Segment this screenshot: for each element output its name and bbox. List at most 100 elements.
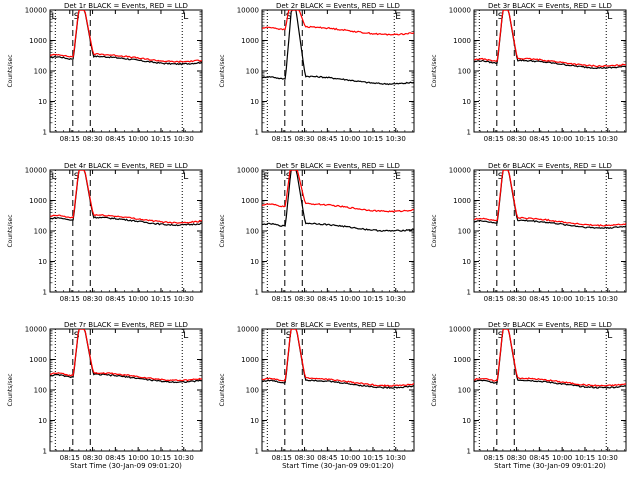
y-tick-label: 1 [255, 289, 259, 297]
x-tick-label: 10:00 [128, 135, 148, 143]
x-tick-label: 08:30 [294, 454, 314, 462]
marker-s-label: S [286, 331, 292, 341]
y-tick-label: 10 [250, 417, 259, 425]
series-line-lld [262, 10, 414, 36]
x-tick-label: 08:30 [506, 295, 526, 303]
y-tick-label: 10000 [449, 167, 471, 175]
x-tick-label: 08:45 [317, 135, 337, 143]
x-tick-label: 10:15 [575, 454, 595, 462]
marker-s-label: S [498, 331, 504, 341]
y-tick-label: 10 [250, 98, 259, 106]
chart-title: Det 3r BLACK = Events, RED = LLD [488, 2, 612, 10]
x-tick-label: 10:00 [128, 295, 148, 303]
y-tick-label: 10000 [237, 326, 259, 334]
y-axis-label: Counts/sec [7, 373, 14, 406]
x-tick-label: 10:30 [598, 135, 618, 143]
series-line-lld [474, 329, 626, 387]
y-tick-label: 10000 [237, 167, 259, 175]
x-tick-label: 08:15 [60, 454, 80, 462]
y-tick-label: 10 [462, 258, 471, 266]
y-tick-label: 1000 [29, 356, 47, 364]
y-axis-label: Counts/sec [431, 214, 438, 247]
x-tick-label: 08:45 [105, 295, 125, 303]
chart-panel: Det 8r BLACK = Events, RED = LLD Counts/s… [219, 321, 415, 470]
y-tick-label: 1000 [453, 197, 471, 205]
x-tick-label: 10:30 [174, 454, 194, 462]
marker-left-label: L [52, 12, 57, 22]
y-tick-label: 1 [467, 129, 471, 137]
chart-panel: Det 2r BLACK = Events, RED = LLD Counts/s… [219, 2, 415, 143]
series-line-lld [50, 170, 202, 224]
x-tick-label: 10:15 [363, 454, 383, 462]
x-tick-label: 08:15 [60, 295, 80, 303]
x-tick-label: 08:15 [272, 454, 292, 462]
x-tick-label: 08:30 [294, 135, 314, 143]
chart-title: Det 8r BLACK = Events, RED = LLD [276, 321, 400, 329]
y-tick-label: 10 [38, 258, 47, 266]
y-tick-label: 10000 [25, 7, 47, 15]
x-tick-label: 10:30 [174, 135, 194, 143]
x-tick-label: 10:15 [151, 454, 171, 462]
chart-panel: Det 5r BLACK = Events, RED = LLD Counts/s… [219, 162, 415, 303]
y-axis-label: Counts/sec [7, 214, 14, 247]
marker-left-label: E [264, 172, 270, 182]
y-tick-label: 100 [246, 387, 259, 395]
y-tick-label: 1 [43, 129, 47, 137]
y-axis-label: Counts/sec [431, 373, 438, 406]
y-tick-label: 10000 [449, 7, 471, 15]
y-tick-label: 1 [255, 448, 259, 456]
y-tick-label: 1000 [241, 37, 259, 45]
series-line-lld [262, 329, 414, 388]
series-line-events [262, 10, 414, 86]
y-axis-label: Counts/sec [7, 54, 14, 87]
x-tick-label: 08:45 [105, 454, 125, 462]
x-tick-label: 08:30 [82, 454, 102, 462]
y-tick-label: 10000 [237, 7, 259, 15]
y-tick-label: 10000 [25, 167, 47, 175]
marker-right-label: L [183, 12, 188, 22]
x-tick-label: 10:00 [552, 135, 572, 143]
y-tick-label: 1 [467, 289, 471, 297]
x-tick-label: 10:30 [598, 454, 618, 462]
x-tick-label: 08:45 [529, 454, 549, 462]
x-tick-label: 08:15 [484, 135, 504, 143]
marker-right-label: E [395, 172, 401, 182]
y-tick-label: 10 [462, 98, 471, 106]
chart-panel: Det 4r BLACK = Events, RED = LLD Counts/s… [7, 162, 203, 303]
x-tick-label: 10:15 [151, 295, 171, 303]
marker-right-label: L [607, 172, 612, 182]
y-tick-label: 100 [246, 228, 259, 236]
x-tick-label: 10:00 [340, 295, 360, 303]
x-tick-label: 10:30 [386, 295, 406, 303]
y-tick-label: 1000 [453, 37, 471, 45]
x-tick-label: 10:15 [363, 135, 383, 143]
y-axis-label: Counts/sec [431, 54, 438, 87]
x-axis-label: Start Time (30-Jan-09 09:01:20) [282, 462, 394, 470]
chart-title: Det 9r BLACK = Events, RED = LLD [488, 321, 612, 329]
x-tick-label: 10:00 [552, 295, 572, 303]
marker-right-label: E [395, 12, 401, 22]
y-tick-label: 100 [458, 387, 471, 395]
y-axis-label: Counts/sec [219, 54, 226, 87]
x-tick-label: 08:45 [317, 295, 337, 303]
series-line-lld [50, 329, 202, 382]
marker-right-label: L [395, 331, 400, 341]
y-tick-label: 100 [34, 68, 47, 76]
x-tick-label: 10:15 [575, 295, 595, 303]
marker-s-label: S [498, 172, 504, 182]
chart-panel: Det 7r BLACK = Events, RED = LLD Counts/s… [7, 321, 203, 470]
y-tick-label: 10000 [449, 326, 471, 334]
y-tick-label: 1000 [241, 197, 259, 205]
x-tick-label: 08:45 [529, 295, 549, 303]
marker-s-label: S [286, 12, 292, 22]
y-tick-label: 100 [458, 68, 471, 76]
y-tick-label: 100 [34, 228, 47, 236]
series-line-lld [474, 10, 626, 68]
y-tick-label: 10 [462, 417, 471, 425]
y-tick-label: 1000 [29, 37, 47, 45]
marker-right-label: L [183, 331, 188, 341]
x-tick-label: 10:00 [128, 454, 148, 462]
y-tick-label: 1000 [453, 356, 471, 364]
marker-right-label: L [607, 331, 612, 341]
x-tick-label: 10:15 [363, 295, 383, 303]
